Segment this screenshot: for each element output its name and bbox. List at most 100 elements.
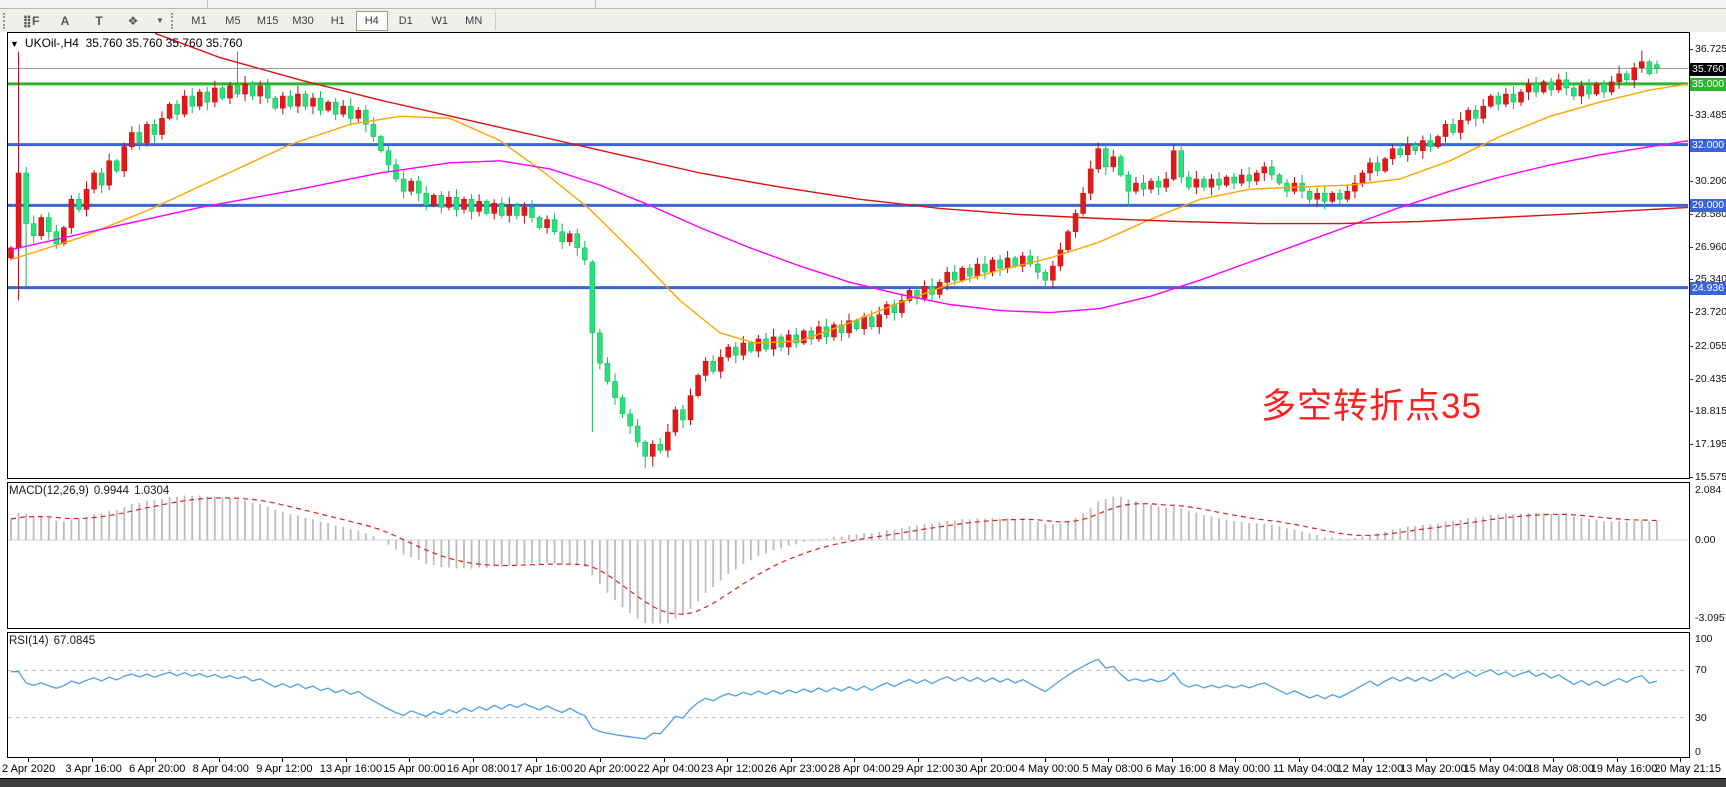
timeframe-button-m5[interactable]: M5 bbox=[225, 14, 241, 27]
time-axis-label: 8 May 00:00 bbox=[1209, 763, 1270, 775]
candle-body bbox=[967, 267, 973, 277]
chart-dropdown-icon[interactable]: ▼ bbox=[10, 39, 19, 49]
time-tick bbox=[218, 758, 220, 762]
candle-body bbox=[944, 271, 950, 283]
macd-signal-value: 1.0304 bbox=[134, 485, 170, 497]
timeframe-button-h4[interactable]: H4 bbox=[355, 10, 388, 31]
candle-body bbox=[1140, 182, 1147, 190]
candle-body bbox=[974, 263, 981, 277]
candle-body bbox=[249, 83, 256, 97]
timeframe-button-m15[interactable]: M15 bbox=[256, 14, 279, 27]
candle-body bbox=[204, 91, 211, 103]
price-chart-canvas[interactable] bbox=[0, 32, 1726, 479]
time-axis-label: 15 May 04:00 bbox=[1463, 763, 1531, 775]
macd-canvas[interactable] bbox=[0, 482, 1726, 629]
time-tick bbox=[155, 758, 157, 762]
text-label-icon[interactable]: A bbox=[60, 13, 70, 28]
plot-border bbox=[7, 632, 1690, 758]
timeframe-button-m30[interactable]: M30 bbox=[292, 14, 314, 27]
candle-body bbox=[227, 85, 233, 99]
plot-border bbox=[7, 482, 1690, 629]
candle-body bbox=[1193, 178, 1200, 188]
price-tick bbox=[1689, 411, 1693, 412]
price-tick bbox=[1689, 444, 1693, 445]
candle-body bbox=[574, 233, 580, 249]
candle-body bbox=[197, 91, 203, 107]
candle-body bbox=[1503, 93, 1509, 105]
candle-body bbox=[717, 356, 724, 372]
draw-objects-icon[interactable]: ❖ bbox=[127, 13, 139, 28]
candle-body bbox=[650, 443, 656, 457]
time-tick bbox=[727, 758, 729, 762]
candle-body bbox=[1405, 144, 1411, 156]
candle-body bbox=[1608, 81, 1615, 93]
candle-body bbox=[91, 172, 97, 190]
indicator-grid-icon[interactable]: ⣿F bbox=[22, 13, 40, 28]
candle-body bbox=[1480, 105, 1486, 119]
candle-body bbox=[1246, 174, 1252, 182]
candle-body bbox=[1065, 231, 1071, 251]
time-tick bbox=[28, 758, 29, 762]
time-axis-label: 15 Apr 00:00 bbox=[383, 763, 446, 775]
time-tick bbox=[1680, 758, 1682, 762]
candle-body bbox=[438, 194, 445, 208]
candle-body bbox=[280, 95, 286, 109]
candle-body bbox=[129, 132, 135, 147]
price-tick bbox=[1689, 49, 1693, 50]
time-axis-label: 16 Apr 08:00 bbox=[446, 763, 510, 775]
ma-fast-line bbox=[9, 83, 1688, 344]
time-axis-label: 22 Apr 04:00 bbox=[637, 763, 700, 775]
candle-body bbox=[1571, 87, 1577, 97]
candle-body bbox=[46, 217, 52, 232]
rsi-canvas[interactable] bbox=[0, 632, 1726, 758]
macd-panel[interactable]: MACD(12,26,9) 0.9944 1.0304 2.084 0.00 -3.09… bbox=[0, 482, 1726, 629]
candle-body bbox=[370, 124, 377, 137]
rsi-axis-label: 70 bbox=[1695, 664, 1707, 677]
candle-body bbox=[551, 219, 558, 232]
timeframe-button-d1[interactable]: D1 bbox=[398, 14, 413, 27]
price-axis-label: 33.485 bbox=[1695, 109, 1726, 121]
rsi-axis-label: 0 bbox=[1695, 746, 1701, 758]
candle-body bbox=[340, 105, 346, 115]
price-level-box-35: 35.000 bbox=[1690, 78, 1726, 91]
timeframe-button-m1[interactable]: M1 bbox=[191, 14, 207, 27]
toolbar-separator-mark bbox=[207, 0, 208, 8]
time-axis-label: 5 May 08:00 bbox=[1082, 763, 1143, 775]
candle-body bbox=[1495, 95, 1502, 105]
time-tick bbox=[472, 758, 474, 762]
candle-body bbox=[514, 205, 520, 216]
timeframe-button-mn[interactable]: MN bbox=[465, 14, 483, 27]
candle-body bbox=[1261, 166, 1268, 174]
candle-body bbox=[295, 93, 301, 107]
price-tick bbox=[1689, 477, 1693, 478]
timeframe-button-w1[interactable]: W1 bbox=[431, 14, 448, 27]
toolbar-grip[interactable] bbox=[170, 12, 178, 29]
timeframe-button-h1[interactable]: H1 bbox=[330, 14, 345, 27]
candle-body bbox=[1382, 158, 1388, 172]
candle-body bbox=[264, 85, 271, 99]
candle-body bbox=[1427, 140, 1434, 147]
candle-body bbox=[1510, 93, 1517, 103]
price-tick bbox=[1689, 115, 1693, 116]
time-tick bbox=[1235, 758, 1237, 762]
rsi-panel[interactable]: RSI(14) 67.0845 100 70 30 0 bbox=[0, 632, 1726, 758]
candle-body bbox=[619, 397, 626, 415]
candle-body bbox=[952, 271, 958, 281]
candle-body bbox=[30, 223, 37, 236]
time-axis-label: 8 Apr 04:00 bbox=[192, 763, 249, 775]
price-chart-panel[interactable]: ▼ UKOil-,H4 35.760 35.760 35.760 35.760 多… bbox=[0, 32, 1726, 483]
candle-body bbox=[1080, 192, 1086, 214]
objects-dropdown-caret[interactable]: ▼ bbox=[156, 16, 164, 25]
toolbar-grip[interactable] bbox=[3, 12, 10, 29]
text-box-icon[interactable]: T bbox=[95, 13, 103, 28]
candle-body bbox=[868, 316, 875, 328]
candle-body bbox=[363, 109, 369, 125]
candle-body bbox=[1442, 124, 1449, 137]
candle-body bbox=[801, 330, 807, 344]
rsi-value: 67.0845 bbox=[53, 635, 96, 647]
candle-body bbox=[997, 259, 1003, 269]
candle-body bbox=[53, 231, 60, 245]
window-top-strip bbox=[0, 0, 1726, 9]
time-axis-label: 13 Apr 16:00 bbox=[319, 763, 383, 775]
candle-body bbox=[1216, 178, 1222, 186]
